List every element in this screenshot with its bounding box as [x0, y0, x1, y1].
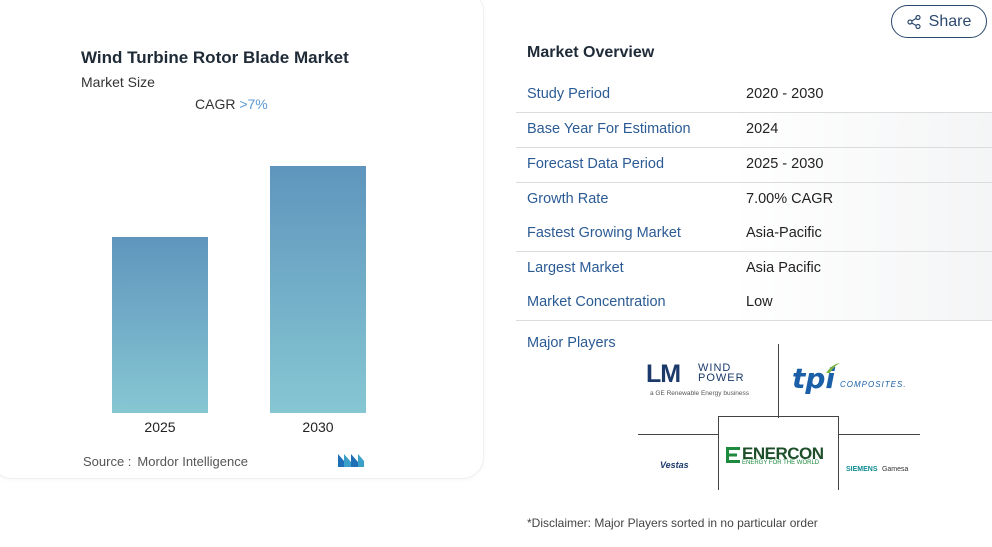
- lm-sub-text: a GE Renewable Energy business: [650, 390, 750, 397]
- overview-row-key: Forecast Data Period: [527, 156, 665, 172]
- overview-row-key: Fastest Growing Market: [527, 225, 681, 241]
- major-players-logos: LM WIND POWER a GE Renewable Energy busi…: [638, 344, 920, 490]
- enercon-logo: ENERCON ENERGY FOR THE WORLD: [726, 444, 836, 474]
- overview-row: Largest Market Asia Pacific: [516, 252, 992, 287]
- tpi-leaf-icon: [826, 363, 840, 373]
- chart-subtitle: Market Size: [81, 74, 155, 90]
- overview-row: Growth Rate 7.00% CAGR: [516, 183, 992, 218]
- overview-row-value: 2025 - 2030: [746, 156, 824, 172]
- cagr-value: >7%: [239, 96, 268, 112]
- lm-wind-power-logo: LM WIND POWER a GE Renewable Energy busi…: [646, 360, 766, 402]
- enercon-mark-icon: [726, 447, 740, 463]
- logo-divider: [838, 434, 920, 435]
- gamesa-text: Gamesa: [881, 466, 909, 473]
- bar-2025: [112, 236, 208, 413]
- overview-row-value: Asia Pacific: [746, 260, 821, 276]
- major-players-label: Major Players: [527, 335, 616, 351]
- logo-divider: [718, 416, 719, 490]
- overview-row-value: Low: [746, 294, 773, 310]
- logo-divider: [838, 416, 839, 490]
- share-button[interactable]: Share: [891, 5, 987, 38]
- cagr-label: CAGR >7%: [195, 96, 268, 112]
- overview-row: Study Period 2020 - 2030: [516, 78, 992, 113]
- chart-title: Wind Turbine Rotor Blade Market: [81, 48, 349, 67]
- overview-row-value: 2024: [746, 121, 779, 137]
- vestas-logo: Vestas: [660, 460, 689, 470]
- overview-row-key: Base Year For Estimation: [527, 121, 691, 137]
- source-value: Mordor Intelligence: [137, 454, 248, 469]
- logo-divider: [638, 434, 718, 435]
- tpi-composites-logo: tpi COMPOSITES.: [792, 362, 917, 402]
- logo-divider: [718, 416, 838, 417]
- cagr-text: CAGR: [195, 96, 236, 112]
- share-label: Share: [928, 12, 972, 30]
- logo-divider: [778, 344, 779, 418]
- lm-logo-text: LM: [646, 360, 681, 388]
- overview-row-key: Study Period: [527, 86, 611, 102]
- siemens-text: SIEMENS: [846, 466, 878, 473]
- source-label: Source :: [83, 454, 132, 469]
- lm-wind-text: WIND: [698, 362, 732, 374]
- market-overview-title: Market Overview: [527, 44, 655, 61]
- x-tick-label: 2025: [144, 419, 176, 435]
- mordor-intelligence-logo: [338, 454, 364, 467]
- x-tick-label: 2030: [302, 419, 334, 435]
- overview-row: Market Concentration Low: [516, 286, 992, 321]
- overview-row-value: Asia-Pacific: [746, 225, 822, 241]
- bar-2030: [270, 166, 366, 413]
- overview-row: Fastest Growing Market Asia-Pacific: [516, 217, 992, 252]
- overview-row-value: 7.00% CAGR: [746, 191, 834, 207]
- overview-row-value: 2020 - 2030: [746, 86, 824, 102]
- overview-row-key: Growth Rate: [527, 191, 609, 207]
- overview-row-key: Largest Market: [527, 260, 624, 276]
- tpi-logo-text: tpi: [792, 362, 836, 395]
- enercon-sub-text: ENERGY FOR THE WORLD: [742, 460, 820, 466]
- chart-card: [0, 0, 484, 479]
- overview-row-key: Market Concentration: [527, 294, 666, 310]
- overview-row: Base Year For Estimation 2024: [516, 113, 992, 148]
- enercon-logo-text: ENERCON: [742, 444, 824, 463]
- chart-source: Source : Mordor Intelligence: [83, 454, 248, 469]
- lm-power-text: POWER: [698, 372, 745, 384]
- tpi-sub-text: COMPOSITES.: [840, 380, 907, 389]
- disclaimer: *Disclaimer: Major Players sorted in no …: [527, 516, 818, 530]
- share-icon: [907, 14, 921, 29]
- siemens-gamesa-logo: SIEMENS Gamesa: [846, 458, 908, 476]
- overview-row: Forecast Data Period 2025 - 2030: [516, 148, 992, 183]
